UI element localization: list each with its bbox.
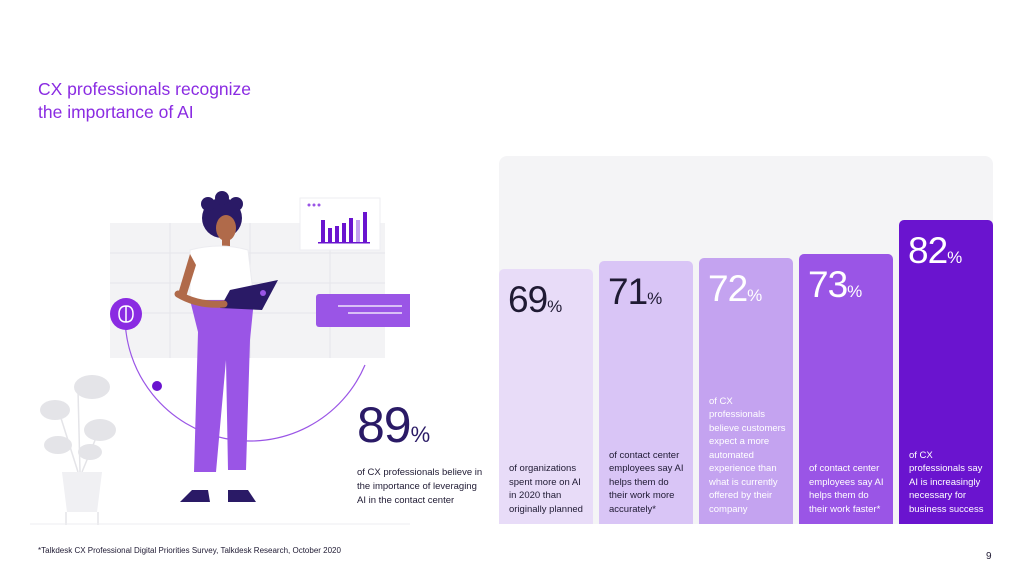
highlight-number: 89 [357,397,412,453]
page-title: CX professionals recognize the importanc… [38,78,251,124]
title-line-1: CX professionals recognize [38,79,252,99]
bar-2: 71% of contact center employees say AI he… [599,261,693,524]
bar-description: of contact center employees say AI helps… [609,449,684,515]
brain-icon [118,305,134,323]
footnote: *Talkdesk CX Professional Digital Priori… [38,546,341,555]
highlight-unit: % [410,422,431,447]
bar-1: 69% of organizations spent more on AI in … [499,269,593,524]
bar-description: of organizations spent more on AI in 202… [509,463,583,515]
highlight-description: of CX professionals believe in the impor… [357,467,483,506]
bar-5: 82% of CX professionals say AI is increas… [899,220,993,524]
bar-value-label: 73% [808,264,862,313]
highlight-stat: 89% of CX professionals believe in the i… [357,398,497,508]
woman-with-laptop-illustration [30,191,410,525]
title-line-2: the importance of AI [38,102,194,122]
bar-value-label: 69% [508,279,562,328]
bar-description: of CX professionals say AI is increasing… [909,449,984,515]
bar-value: 69 [508,279,548,320]
bar-description: of CX professionals believe customers ex… [709,395,786,515]
bar-value: 71 [608,271,648,313]
bar-4: 73% of contact center employees say AI he… [799,253,893,524]
bar-chart: 69% of organizations spent more on AI in … [499,156,993,524]
bar-value: 73 [808,263,848,305]
bar-unit: % [647,289,663,309]
bar-unit: % [847,281,863,301]
bar-unit: % [947,248,963,267]
bar-value: 82 [908,230,948,271]
page-number: 9 [986,551,992,562]
bar-value-label: 82% [908,230,962,279]
bar-unit: % [547,297,563,316]
bar-description: of contact center employees say AI helps… [809,463,884,515]
bar-value-label: 72% [708,268,762,317]
bar-3: 72% of CX professionals believe customers… [699,257,793,524]
highlight-value: 89% [357,398,497,462]
bar-value-label: 71% [608,271,662,320]
bar-value: 72 [708,267,748,309]
bar-unit: % [747,285,763,305]
